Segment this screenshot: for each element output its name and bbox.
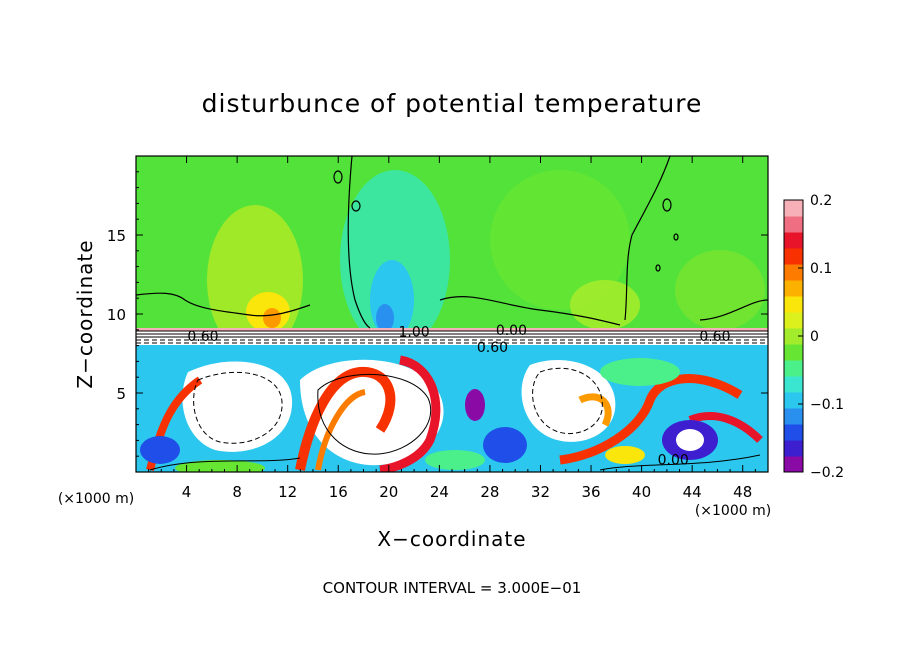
colorbar-swatch [784,440,803,457]
y-tick-label: 10 [107,306,126,324]
x-tick-label: 20 [379,483,398,501]
core-blue-2 [483,427,527,463]
heatmap-upper-green-patch [490,170,630,310]
colorbar-swatch [784,408,803,425]
chart-title: disturbunce of potential temperature [202,89,703,118]
colorbar-tick-label: −0.1 [810,397,844,413]
colorbar-tick-label: 0 [810,329,819,345]
contour-label: 0.00 [496,323,527,339]
colorbar-swatch [784,296,803,313]
core-green-3 [600,358,680,386]
filament-red-1 [295,366,396,471]
colorbar-ticks: 0.2 0.1 0 −0.1 −0.2 [798,193,844,481]
core-green-1 [175,460,265,472]
x-axis-label: X−coordinate [377,527,526,551]
x-tick-label: 8 [232,483,242,501]
colorbar-swatch [784,248,803,265]
contour-label: 0.60 [187,329,218,345]
y-tick-label: 15 [107,227,126,245]
colorbar-swatch [784,280,803,297]
x-tick-label: 24 [430,483,449,501]
core-purple-1 [465,389,485,421]
x-unit-right: (×1000 m) [695,503,771,519]
contour-interval-note: CONTOUR INTERVAL = 3.000E−01 [323,579,582,597]
colorbar-swatch [784,360,803,377]
y-axis-ticks: 5 10 15 [107,171,768,457]
eddy-contours [149,367,761,471]
colorbar-swatch [784,392,803,409]
x-tick-label: 36 [581,483,600,501]
contour-labels: 0.60 1.00 0.000.600.600.00 [187,323,730,469]
x-tick-label: 28 [480,483,499,501]
colorbar-swatch [784,456,803,473]
heatmap-upper-blue-core [376,304,394,332]
colorbar-tick-label: 0.1 [810,261,832,277]
filament-orange-1 [315,389,366,471]
y-axis-label: Z−coordinate [73,239,97,388]
y-tick-label: 5 [116,385,126,403]
upper-contours [136,156,768,329]
colorbar-swatch [784,424,803,441]
x-tick-label: 12 [278,483,297,501]
colorbar-swatch [784,200,803,217]
heatmap-upper-yellowgreen-patch [570,280,640,330]
x-tick-label: 44 [683,483,702,501]
eddy-right-white [521,360,616,442]
contour-label: 0.00 [658,452,689,468]
colorbar-tick-label: −0.2 [810,465,844,481]
x-tick-label: 48 [733,483,752,501]
plot-area [136,156,768,472]
colorbar-swatch [784,376,803,393]
x-tick-label: 4 [182,483,192,501]
colorbar-swatch [784,216,803,233]
heatmap-upper-cyan-plume [340,170,450,350]
core-blue-1 [140,436,180,464]
core-green-2 [425,450,485,470]
colorbar-swatch [784,264,803,281]
core-yellow-1 [605,446,645,464]
x-unit-left: (×1000 m) [58,491,134,507]
filament-red-4 [559,374,743,465]
eddy-left-white [182,361,293,452]
core-white-1 [676,429,704,451]
colorbar-swatch [784,344,803,361]
colorbar-swatch [784,328,803,345]
x-tick-label: 16 [329,483,348,501]
contour-label: 0.60 [477,340,508,356]
x-tick-label: 40 [632,483,651,501]
heatmap-stable-layer-pink [136,328,768,331]
filament-orange-2 [578,393,612,427]
x-axis-ticks: 4 8 12 16 20 24 28 32 36 40 44 48 [148,156,756,501]
heatmap-upper-right-patch [675,250,765,330]
contour-label: 1.00 [398,324,429,340]
contour-label: 0.60 [699,329,730,345]
filament-red-2 [379,355,441,472]
x-tick-label: 32 [531,483,550,501]
colorbar-swatch [784,232,803,249]
colorbar [784,200,803,473]
colorbar-swatch [784,312,803,329]
colorbar-tick-label: 0.2 [810,193,832,209]
filament-red-5 [688,412,763,443]
heatmap-upper-orange-core [263,308,281,328]
